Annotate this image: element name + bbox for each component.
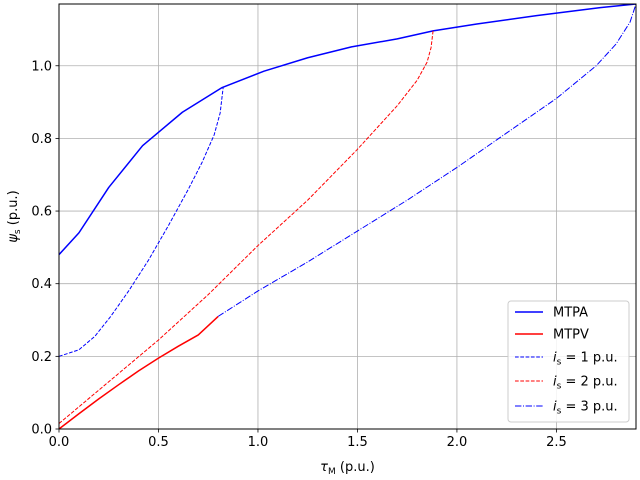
series-layer xyxy=(59,4,636,429)
y-axis-label: ψs (p.u.) xyxy=(6,190,23,242)
legend-label-mtpv: MTPV xyxy=(553,328,589,343)
y-tick-label: 0.2 xyxy=(31,350,52,365)
series-line-is3 xyxy=(217,4,636,317)
x-tick-label: 2.0 xyxy=(447,435,468,450)
legend-label-mtpa: MTPA xyxy=(553,306,588,321)
y-tick-label: 0.8 xyxy=(31,132,52,147)
series-line-mtpv xyxy=(59,315,219,429)
series-line-mtpa xyxy=(59,4,636,256)
x-tick-label: 1.0 xyxy=(248,435,269,450)
legend: MTPA MTPV is = 1 p.u. is = 2 p.u. is = 3… xyxy=(507,300,630,423)
x-tick-label: 0.5 xyxy=(148,435,169,450)
legend-box xyxy=(507,300,630,423)
series-line-is2 xyxy=(59,30,434,424)
x-tick-label: 0.0 xyxy=(49,435,70,450)
y-tick-label: 0.4 xyxy=(31,277,52,292)
x-tick-label: 2.5 xyxy=(546,435,567,450)
x-axis-label: τM (p.u.) xyxy=(320,460,375,477)
series-line-is1 xyxy=(59,87,224,357)
legend-label-is3: is = 3 p.u. xyxy=(553,400,618,417)
legend-label-is2: is = 2 p.u. xyxy=(553,375,618,392)
legend-label-is1: is = 1 p.u. xyxy=(553,351,618,368)
y-tick-label: 0.0 xyxy=(31,423,52,438)
ticks: 0.0 0.5 1.0 1.5 2.0 2.5 0.0 0.2 0.4 0.6 0.8 1.0 xyxy=(31,59,566,450)
grid xyxy=(58,4,636,430)
y-tick-label: 1.0 xyxy=(31,59,52,74)
y-tick-label: 0.6 xyxy=(31,205,52,220)
x-tick-label: 1.5 xyxy=(347,435,368,450)
plot-frame xyxy=(58,3,637,430)
